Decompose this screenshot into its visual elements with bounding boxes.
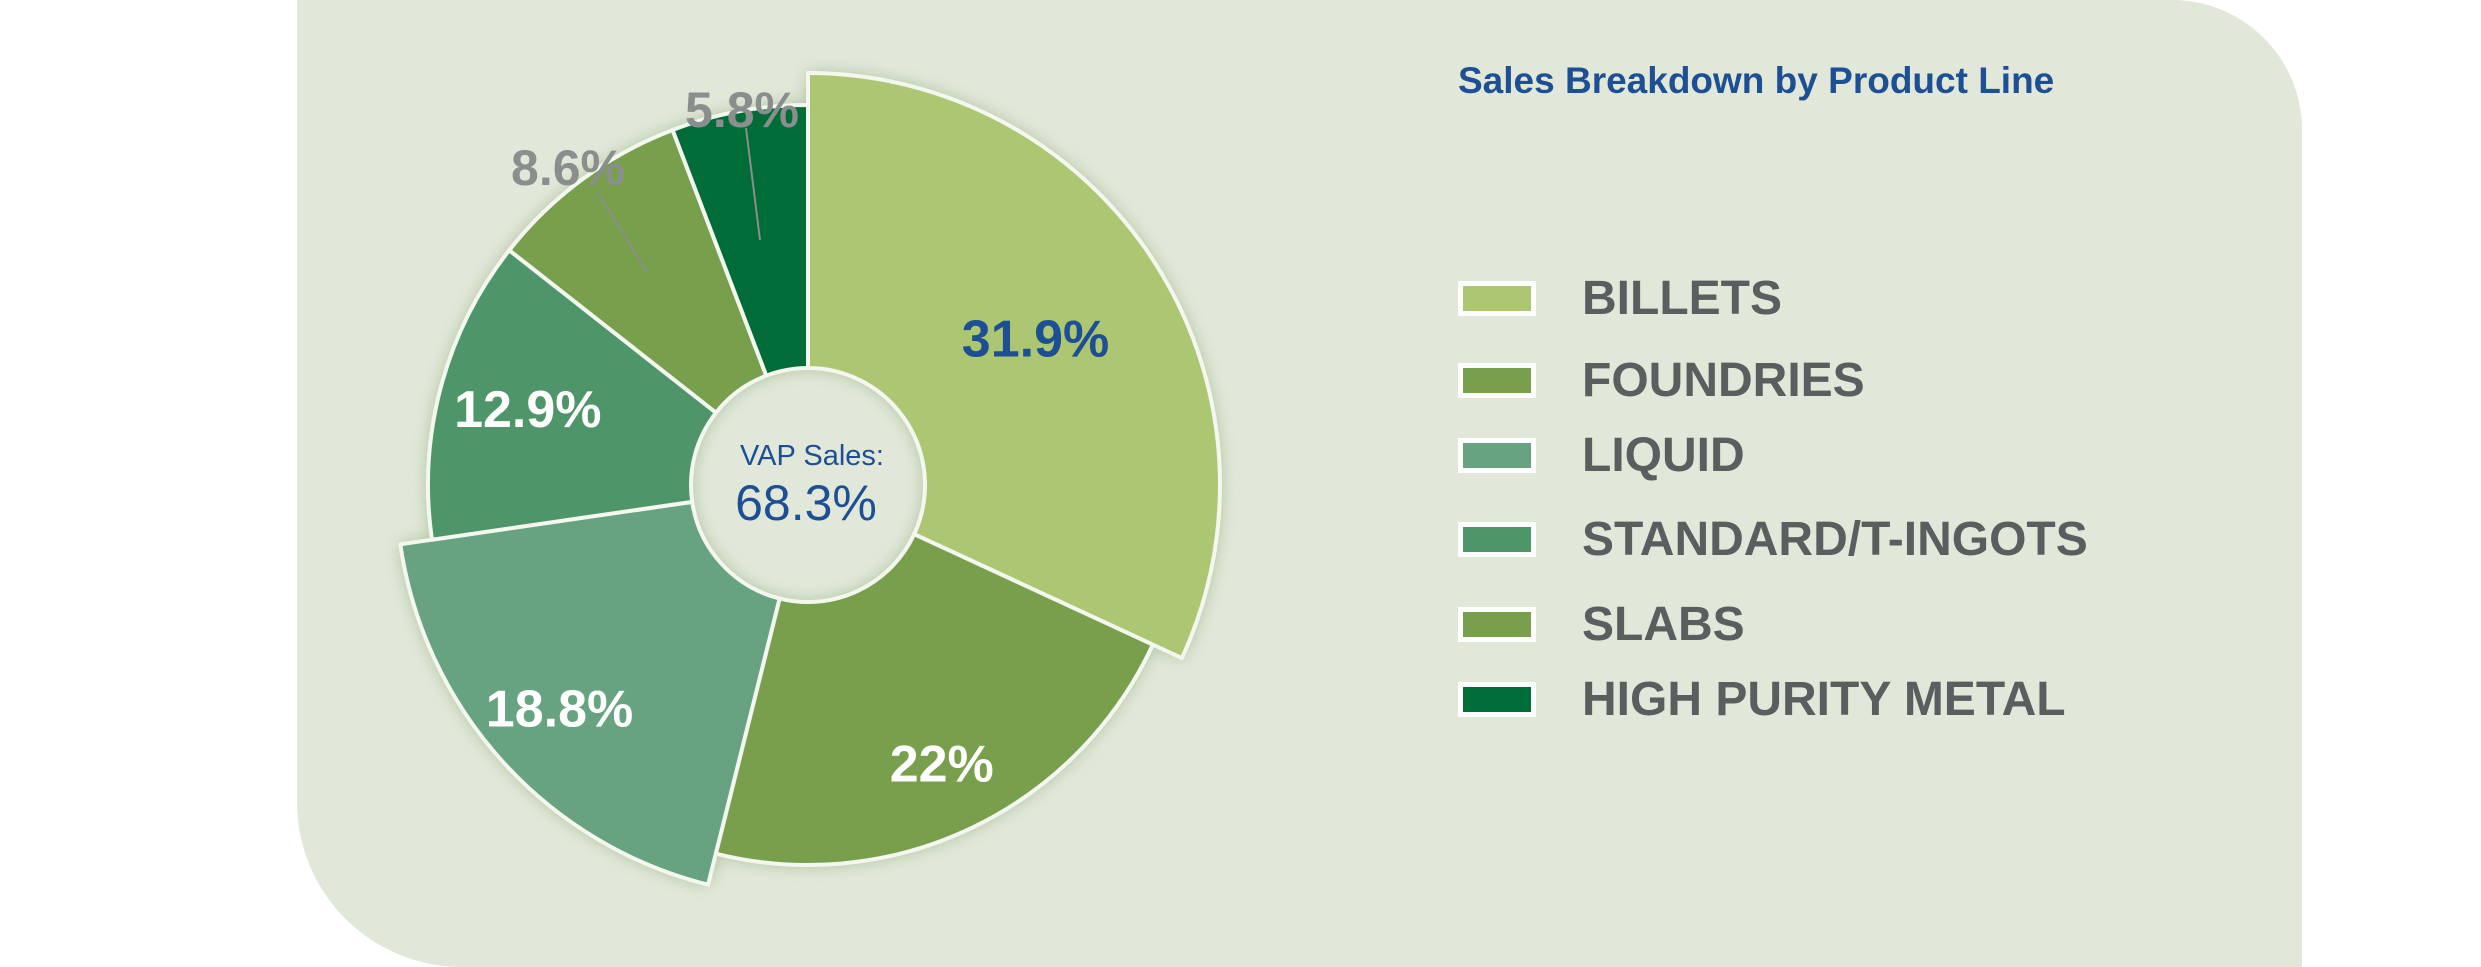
slice-label-slabs: 8.6%: [511, 140, 625, 196]
legend-item-billets: BILLETS: [1458, 268, 2178, 328]
legend-swatch-standard-t-ingots: [1458, 521, 1536, 557]
slice-label-foundries: 22%: [890, 736, 994, 794]
slice-standard-t-ingots: [426, 248, 719, 542]
slice-label-high-purity-metal: 5.8%: [685, 82, 799, 138]
legend-item-liquid: LIQUID: [1458, 425, 2178, 485]
legend-swatch-billets: [1458, 280, 1536, 316]
center-label: VAP Sales:: [740, 440, 884, 472]
center-value: 68.3%: [735, 475, 877, 531]
leader-line-high-purity-metal: [745, 127, 761, 241]
legend-swatch-high-purity-metal: [1458, 681, 1536, 717]
legend-label-standard-t-ingots: STANDARD/T-INGOTS: [1582, 512, 2088, 566]
legend-swatch-foundries: [1458, 362, 1536, 398]
chart-title: Sales Breakdown by Product Line: [1458, 60, 2055, 101]
legend-label-slabs: SLABS: [1582, 597, 1745, 651]
legend-item-high-purity-metal: HIGH PURITY METAL: [1458, 669, 2178, 729]
legend-item-slabs: SLABS: [1458, 594, 2178, 654]
legend-label-foundries: FOUNDRIES: [1582, 353, 1865, 407]
slice-high-purity-metal: [670, 103, 810, 378]
slice-label-liquid: 18.8%: [486, 681, 633, 739]
leader-line-slabs: [597, 192, 648, 273]
legend-label-high-purity-metal: HIGH PURITY METAL: [1582, 672, 2066, 726]
slice-liquid: [398, 499, 782, 887]
legend-item-foundries: FOUNDRIES: [1458, 350, 2178, 410]
legend-label-billets: BILLETS: [1582, 271, 1782, 325]
legend-swatch-liquid: [1458, 437, 1536, 473]
slice-label-billets: 31.9%: [962, 311, 1109, 369]
legend-swatch-slabs: [1458, 606, 1536, 642]
slice-label-standard-t-ingots: 12.9%: [454, 381, 601, 439]
slice-foundries: [713, 532, 1155, 867]
slice-billets: [806, 71, 1222, 661]
legend-item-standard-t-ingots: STANDARD/T-INGOTS: [1458, 509, 2178, 569]
slice-slabs: [507, 127, 769, 415]
legend-label-liquid: LIQUID: [1582, 428, 1745, 482]
